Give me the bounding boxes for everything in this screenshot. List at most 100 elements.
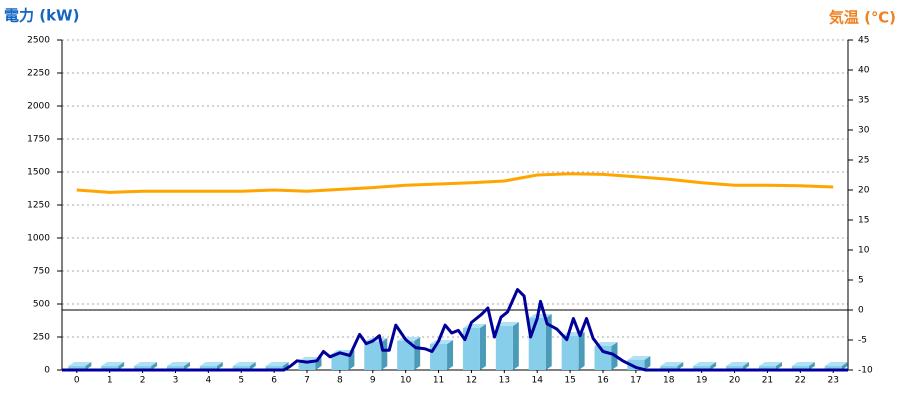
y-tick-label: 2000 [27, 102, 50, 112]
x-tick-label: 9 [370, 376, 376, 386]
y2-tick-label: 10 [858, 246, 870, 256]
bar [364, 342, 382, 370]
y-tick-label: 1000 [27, 234, 50, 244]
y2-tick-label: 0 [858, 306, 864, 316]
x-tick-label: 3 [173, 376, 179, 386]
y-tick-label: 750 [33, 267, 50, 277]
y2-tick-label: 5 [858, 276, 864, 286]
bar-side [85, 362, 92, 370]
x-tick-label: 10 [400, 376, 412, 386]
bar [528, 317, 546, 370]
y2-tick-label: 40 [858, 66, 870, 76]
bar [331, 354, 349, 370]
bar [298, 361, 316, 370]
bar-top [495, 322, 519, 327]
bar [199, 366, 217, 370]
bar-side [447, 339, 454, 370]
bar-side [183, 362, 190, 370]
x-tick-label: 22 [795, 376, 806, 386]
bar-side [479, 324, 486, 370]
bar-side [151, 362, 158, 370]
bar-side [743, 362, 750, 370]
bar-top [693, 362, 717, 367]
bar [495, 326, 513, 370]
y2-tick-label: 30 [858, 126, 870, 136]
bar-side [249, 362, 256, 370]
bar-side [216, 362, 223, 370]
bar-top [594, 341, 618, 346]
x-tick-label: 8 [337, 376, 343, 386]
y-tick-label: 500 [33, 300, 50, 310]
x-tick-label: 2 [140, 376, 146, 386]
x-tick-label: 14 [531, 376, 543, 386]
bar-top [199, 362, 223, 367]
y2-tick-label: -5 [858, 336, 867, 346]
bar [232, 366, 250, 370]
y-tick-label: 1500 [27, 168, 50, 178]
x-tick-label: 17 [630, 376, 641, 386]
bar [627, 359, 645, 370]
x-tick-label: 1 [107, 376, 113, 386]
bar [166, 366, 184, 370]
bar [726, 366, 744, 370]
x-tick-label: 20 [729, 376, 741, 386]
power-line [62, 288, 848, 372]
bar-top [660, 362, 684, 367]
bar-side [282, 362, 289, 370]
bar [134, 366, 152, 370]
y-tick-label: 2250 [27, 69, 50, 79]
bar-top [134, 362, 158, 367]
y-tick-label: 1750 [27, 135, 50, 145]
bar-side [512, 322, 519, 370]
bar [758, 366, 776, 370]
bar [265, 366, 283, 370]
x-tick-label: 7 [304, 376, 310, 386]
right-axis-title: 気温 (℃) [829, 9, 896, 27]
bar-side [578, 331, 585, 370]
x-tick-label: 6 [271, 376, 277, 386]
y-tick-label: 2500 [27, 36, 50, 46]
y2-tick-label: 45 [858, 36, 869, 46]
bar-top [265, 362, 289, 367]
bar [791, 366, 809, 370]
bar [660, 366, 678, 370]
x-tick-label: 16 [597, 376, 609, 386]
bar-side [710, 362, 717, 370]
x-tick-label: 23 [827, 376, 838, 386]
bar [693, 366, 711, 370]
y-tick-label: 0 [44, 366, 50, 376]
bar [462, 328, 480, 370]
temperature-line [76, 172, 834, 194]
bar-top [166, 362, 190, 367]
bar-side [545, 313, 552, 370]
x-tick-label: 19 [696, 376, 708, 386]
y2-tick-label: 20 [858, 186, 870, 196]
y-tick-label: 1250 [27, 201, 50, 211]
bar [68, 366, 86, 370]
bar [397, 340, 415, 370]
x-tick-label: 12 [466, 376, 477, 386]
x-tick-label: 11 [433, 376, 444, 386]
x-tick-label: 13 [499, 376, 510, 386]
bar-side [775, 362, 782, 370]
bar-side [414, 336, 421, 370]
bar [101, 366, 119, 370]
bar-top [758, 362, 782, 367]
bar [824, 366, 842, 370]
bar-side [841, 362, 848, 370]
bar [561, 335, 579, 370]
x-tick-label: 4 [205, 376, 211, 386]
bar-top [68, 362, 92, 367]
x-tick-label: 21 [762, 376, 773, 386]
y2-tick-label: 25 [858, 156, 869, 166]
x-tick-label: 15 [564, 376, 575, 386]
y2-tick-label: 35 [858, 96, 869, 106]
x-tick-label: 18 [663, 376, 675, 386]
bar-side [644, 355, 651, 370]
bar-top [232, 362, 256, 367]
bar-side [677, 362, 684, 370]
bar-top [791, 362, 815, 367]
y2-tick-label: -10 [858, 366, 873, 376]
bar-side [118, 362, 125, 370]
bar-side [808, 362, 815, 370]
